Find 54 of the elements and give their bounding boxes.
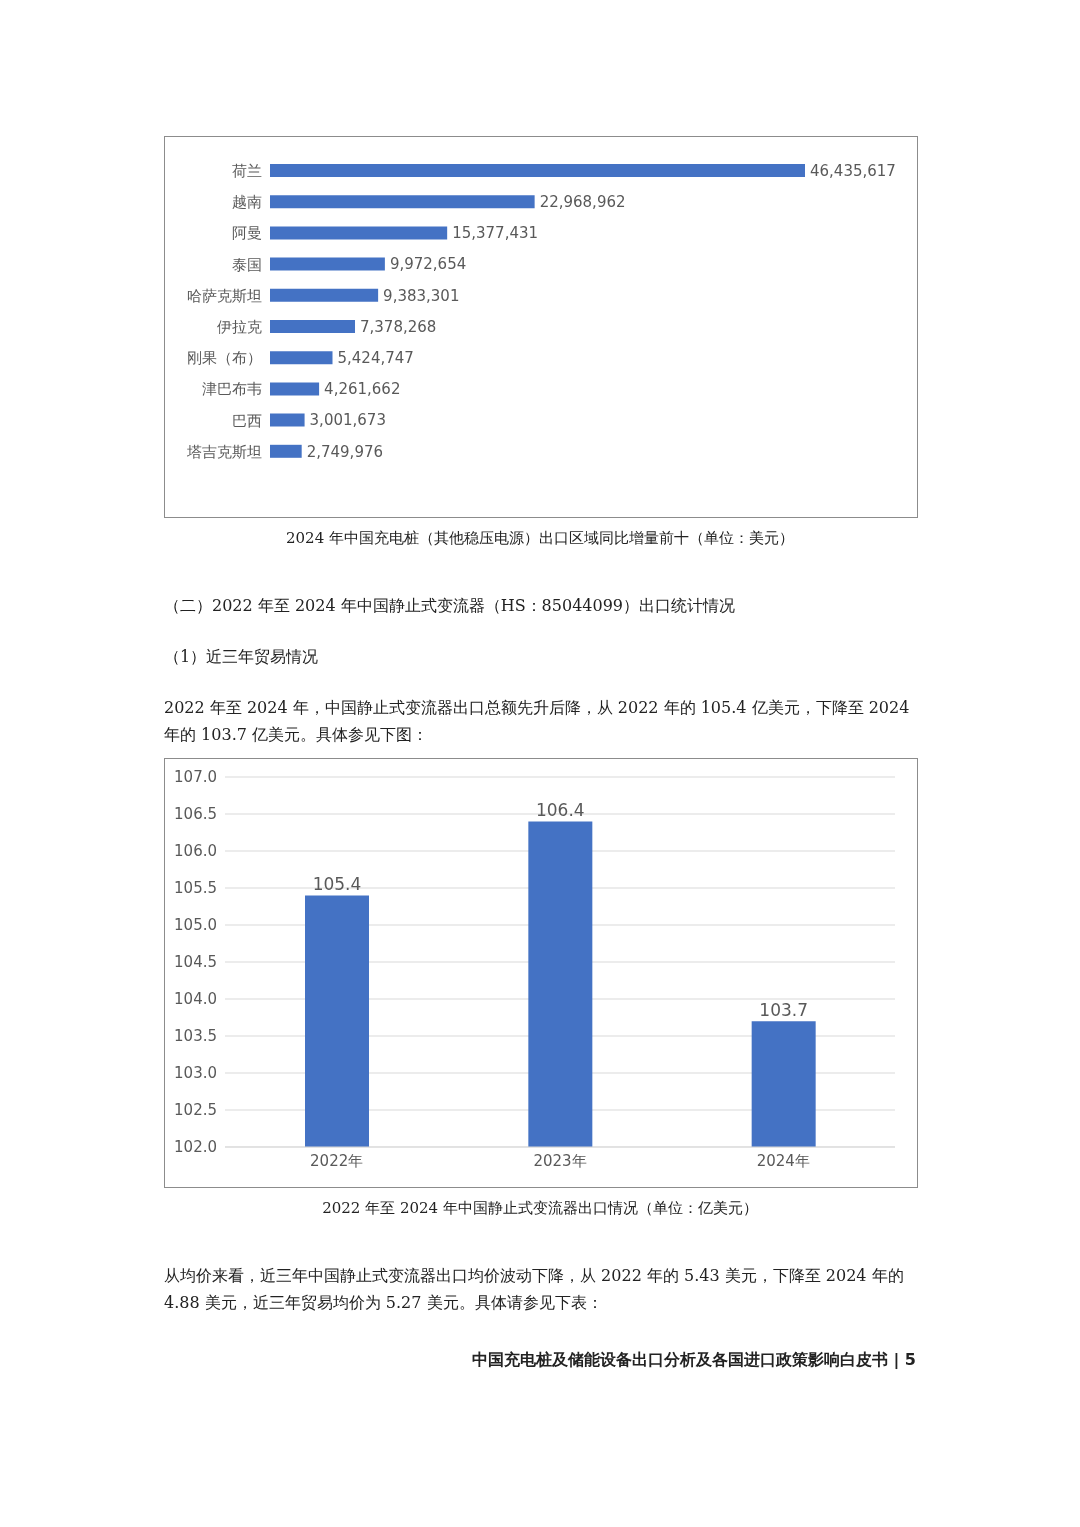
text: 2024 年中国充电桩（其他稳压电源）出口区域同比增量前十（单位：美元） xyxy=(285,528,795,549)
text: （二）2022 年至 2024 年中国静止式变流器（HS：85044099）出口统计情况 xyxy=(164,594,737,617)
y-tick-label: 102.0 xyxy=(174,1138,217,1157)
x-tick-label: 2022年 xyxy=(310,1151,364,1170)
bar xyxy=(270,226,448,240)
y-tick-label: 刚果（布） xyxy=(187,349,262,368)
text: 2022 年至 2024 年中国静止式变流器出口情况（单位：亿美元） xyxy=(321,1198,759,1220)
data-label: 46,435,617 xyxy=(810,161,896,180)
y-tick-label: 泰国 xyxy=(232,255,262,274)
text: 2022 年至 2024 年，中国静止式变流器出口总额先升后降，从 2022 年的 105.4 亿美元，下降至 2024 年的 103.7 亿美元。具体参见下图： xyxy=(164,696,911,747)
y-tick-label: 越南 xyxy=(232,193,262,212)
y-tick-label: 102.5 xyxy=(174,1101,217,1120)
bar xyxy=(270,320,356,333)
data-label: 4,261,662 xyxy=(324,380,401,399)
bar xyxy=(270,382,320,396)
text: 中国充电桩及储能设备出口分析及各国进口政策影响白皮书 | 5 xyxy=(470,1349,916,1372)
y-tick-label: 107.0 xyxy=(174,768,217,787)
y-tick-label: 106.0 xyxy=(174,842,217,861)
data-label: 9,383,301 xyxy=(383,286,460,305)
bar xyxy=(270,164,805,177)
bar xyxy=(270,413,305,427)
y-tick-label: 104.5 xyxy=(174,953,217,972)
data-label: 2,749,976 xyxy=(306,442,384,461)
text: 从均价来看，近三年中国静止式变流器出口均价波动下降，从 2022 年的 5.43 美元，下降至 2024 年的 4.88 美元，近三年贸易均价为 5.27 美元。具体请参见下表： xyxy=(164,1264,905,1314)
y-tick-label: 津巴布韦 xyxy=(202,380,262,399)
data-label: 15,377,431 xyxy=(452,224,539,243)
data-label: 3,001,673 xyxy=(309,411,386,430)
x-tick-label: 2023年 xyxy=(533,1151,587,1170)
data-label: 22,968,962 xyxy=(539,193,626,212)
y-tick-label: 哈萨克斯坦 xyxy=(187,286,262,305)
data-label: 103.7 xyxy=(759,1000,808,1021)
data-label: 9,972,654 xyxy=(389,255,467,274)
x-tick-label: 2024年 xyxy=(756,1151,810,1170)
y-tick-label: 荷兰 xyxy=(232,161,262,180)
data-label: 106.4 xyxy=(536,800,585,821)
bar xyxy=(270,195,535,209)
y-tick-label: 106.5 xyxy=(174,805,217,824)
y-tick-label: 阿曼 xyxy=(232,224,262,243)
y-tick-label: 巴西 xyxy=(232,411,262,430)
text: （1）近三年贸易情况 xyxy=(164,645,320,668)
y-tick-label: 104.0 xyxy=(174,990,217,1009)
data-label: 105.4 xyxy=(312,874,362,895)
bar xyxy=(270,351,333,365)
bar xyxy=(270,288,379,302)
data-label: 7,378,268 xyxy=(360,317,437,336)
y-tick-label: 伊拉克 xyxy=(217,317,262,336)
y-tick-label: 103.5 xyxy=(174,1027,217,1046)
y-tick-label: 105.5 xyxy=(174,879,217,898)
y-tick-label: 103.0 xyxy=(174,1064,217,1083)
y-tick-label: 塔吉克斯坦 xyxy=(186,442,262,461)
data-label: 5,424,747 xyxy=(337,349,414,368)
bar xyxy=(270,257,385,271)
bar xyxy=(270,444,302,458)
y-tick-label: 105.0 xyxy=(174,916,217,935)
